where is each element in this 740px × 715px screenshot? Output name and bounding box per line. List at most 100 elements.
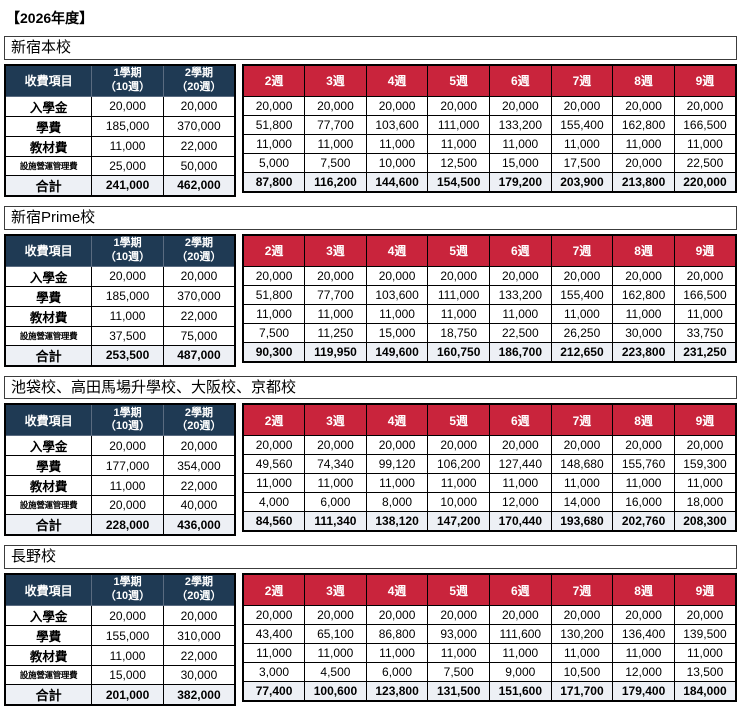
column-header-term2: 2學期 （20週） — [162, 234, 236, 267]
fee-value: 166,500 — [673, 114, 737, 135]
term-fee-table: 收費項目 1學期 （10週） 2學期 （20週） 入學金 20,000 20,000… — [4, 233, 236, 367]
fee-value: 111,340 — [304, 511, 367, 532]
fee-value: 212,650 — [550, 341, 614, 362]
fee-value: 15,000 — [91, 665, 164, 685]
fee-value: 155,760 — [612, 454, 675, 475]
column-header-term1: 1學期 （10週） — [91, 403, 164, 437]
fee-value: 11,000 — [427, 133, 490, 154]
fee-value: 193,680 — [550, 511, 614, 532]
term-fee-table: 收費項目 1學期 （10週） 2學期 （20週） 入學金 20,000 20,000… — [4, 403, 236, 537]
fee-schedule-page: 【2026年度】 新宿本校 收費項目 1學期 （10週） 2學期 （20週） — [4, 8, 737, 706]
fee-value: 65,100 — [304, 624, 367, 644]
fee-value: 186,700 — [489, 341, 552, 362]
fee-value: 201,000 — [91, 684, 164, 706]
fee-value: 370,000 — [162, 285, 236, 307]
column-header-week: 8週 — [612, 403, 675, 437]
fee-value: 20,000 — [365, 435, 429, 456]
total-row: 84,560 111,340 138,120 147,200 170,440 193,68… — [242, 511, 737, 532]
fee-value: 155,400 — [550, 114, 614, 135]
fee-value: 11,000 — [365, 473, 429, 494]
fee-value: 11,000 — [612, 303, 675, 324]
fee-value: 11,000 — [365, 643, 429, 663]
fee-value: 20,000 — [242, 605, 306, 625]
fee-value: 20,000 — [162, 435, 236, 457]
fee-item-label: 教材費 — [4, 475, 93, 497]
fee-tables: 收費項目 1學期 （10週） 2學期 （20週） 入學金 20,000 20,000… — [4, 63, 737, 197]
fee-value: 106,200 — [427, 454, 490, 475]
fee-value: 130,200 — [550, 624, 614, 644]
column-header-term1: 1學期 （10週） — [91, 64, 164, 97]
fee-value: 202,760 — [612, 511, 675, 532]
fee-row: 入學金 20,000 20,000 — [4, 605, 236, 626]
fee-value: 213,800 — [612, 171, 675, 193]
fee-item-label: 設施營運管理費 — [4, 155, 93, 176]
page-title: 【2026年度】 — [6, 10, 94, 26]
term2-weeks-label: （20週） — [176, 420, 222, 433]
fee-value: 10,500 — [550, 662, 614, 682]
total-label: 合計 — [4, 514, 93, 536]
fee-row: 3,000 4,500 6,000 7,500 9,000 10,500 12,000 13,… — [242, 662, 737, 682]
column-header-week: 9週 — [673, 573, 737, 606]
fee-row: 入學金 20,000 20,000 — [4, 265, 236, 287]
fee-value: 75,000 — [162, 325, 236, 346]
fee-tables: 收費項目 1學期 （10週） 2學期 （20週） 入學金 20,000 20,000… — [4, 573, 737, 706]
fee-value: 11,000 — [365, 303, 429, 324]
fee-value: 20,000 — [304, 435, 367, 456]
fee-value: 7,500 — [304, 152, 367, 173]
fee-value: 11,000 — [673, 643, 737, 663]
fee-value: 149,600 — [365, 341, 429, 362]
fee-row: 11,000 11,000 11,000 11,000 11,000 11,000 11,0… — [242, 303, 737, 324]
fee-value: 116,200 — [304, 171, 367, 193]
fee-value: 20,000 — [550, 95, 614, 116]
term2-weeks-label: （20週） — [176, 80, 222, 93]
fee-item-label: 教材費 — [4, 645, 93, 666]
fee-value: 20,000 — [242, 95, 306, 116]
term2-label: 2學期 — [184, 67, 213, 79]
fee-value: 7,500 — [427, 662, 490, 682]
fee-value: 111,000 — [427, 114, 490, 135]
fee-value: 228,000 — [91, 514, 164, 536]
fee-row: 43,400 65,100 86,800 93,000 111,600 130,200 13… — [242, 624, 737, 644]
fee-value: 231,250 — [673, 341, 737, 362]
fee-value: 131,500 — [427, 681, 490, 702]
fee-value: 9,000 — [489, 662, 552, 682]
fee-value: 20,000 — [91, 495, 164, 516]
fee-value: 20,000 — [162, 95, 236, 117]
column-header-term2: 2學期 （20週） — [162, 64, 236, 97]
fee-tables: 收費項目 1學期 （10週） 2學期 （20週） 入學金 20,000 20,000… — [4, 233, 737, 367]
column-header-week: 7週 — [550, 64, 614, 97]
fee-value: 103,600 — [365, 114, 429, 135]
column-header-fee-item: 收費項目 — [4, 573, 93, 606]
fee-value: 11,000 — [673, 303, 737, 324]
fee-value: 203,900 — [550, 171, 614, 193]
fee-value: 20,000 — [550, 265, 614, 286]
fee-value: 20,000 — [673, 265, 737, 286]
fee-tables: 收費項目 1學期 （10週） 2學期 （20週） 入學金 20,000 20,000… — [4, 403, 737, 537]
fee-item-label: 學費 — [4, 115, 93, 137]
fee-value: 20,000 — [427, 605, 490, 625]
fee-value: 11,000 — [550, 473, 614, 494]
fee-value: 179,400 — [612, 681, 675, 702]
column-header-week: 9週 — [673, 403, 737, 437]
column-header-week: 4週 — [365, 403, 429, 437]
fee-value: 487,000 — [162, 344, 236, 366]
school-section: 新宿本校 收費項目 1學期 （10週） 2學期 （20週） — [4, 36, 737, 197]
fee-value: 436,000 — [162, 514, 236, 536]
fee-row: 4,000 6,000 8,000 10,000 12,000 14,000 16,000 1… — [242, 492, 737, 513]
fee-value: 11,000 — [612, 643, 675, 663]
fee-value: 223,800 — [612, 341, 675, 362]
column-header-week: 8週 — [612, 573, 675, 606]
fee-value: 90,300 — [242, 341, 306, 362]
fee-row: 學費 155,000 310,000 — [4, 625, 236, 646]
column-header-week: 3週 — [304, 234, 367, 267]
term-fee-table: 收費項目 1學期 （10週） 2學期 （20週） 入學金 20,000 20,000… — [4, 63, 236, 197]
fee-value: 100,600 — [304, 681, 367, 702]
fee-value: 241,000 — [91, 174, 164, 197]
fee-row: 入學金 20,000 20,000 — [4, 435, 236, 457]
fee-value: 20,000 — [673, 95, 737, 116]
fee-value: 184,000 — [673, 681, 737, 702]
fee-row: 學費 185,000 370,000 — [4, 115, 236, 137]
fee-value: 30,000 — [612, 322, 675, 343]
fee-value: 20,000 — [612, 605, 675, 625]
column-header-week: 7週 — [550, 403, 614, 437]
